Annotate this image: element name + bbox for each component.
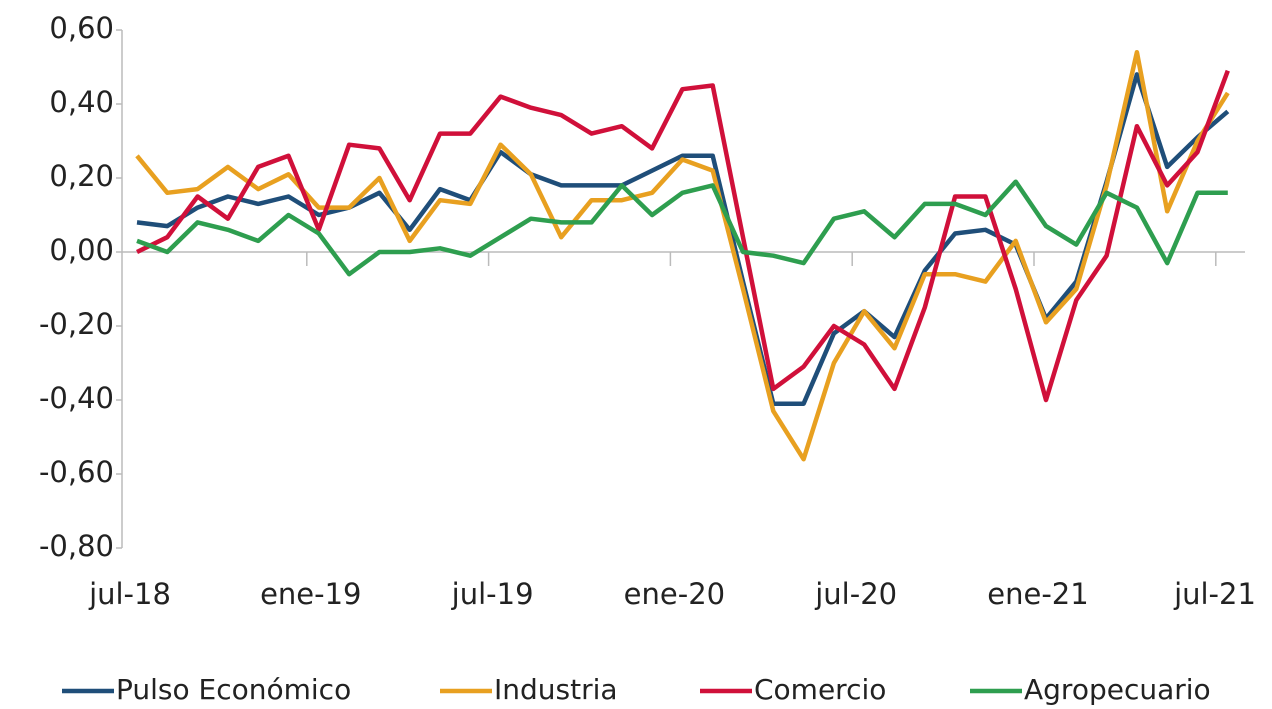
y-tick-label: 0,00 <box>49 233 114 267</box>
x-tick-label: ene-21 <box>987 577 1088 611</box>
x-tick-label: ene-20 <box>624 577 725 611</box>
legend-label: Agropecuario <box>1024 673 1211 706</box>
y-tick-label: -0,60 <box>39 455 114 489</box>
legend-label: Comercio <box>754 673 886 706</box>
x-tick-label: jul-20 <box>814 577 897 611</box>
x-tick-label: jul-18 <box>88 577 171 611</box>
y-tick-label: -0,20 <box>39 307 114 341</box>
y-tick-label: 0,20 <box>49 159 114 193</box>
y-tick-label: 0,60 <box>49 11 114 45</box>
y-tick-label: -0,80 <box>39 529 114 563</box>
x-tick-label: jul-21 <box>1173 577 1256 611</box>
x-tick-label: ene-19 <box>260 577 361 611</box>
legend-label: Pulso Económico <box>116 673 351 706</box>
y-tick-label: 0,40 <box>49 85 114 119</box>
legend-label: Industria <box>494 673 618 706</box>
series-line <box>136 179 1228 277</box>
series-line <box>135 49 1230 462</box>
series-line <box>136 69 1230 403</box>
x-tick-label: jul-19 <box>451 577 534 611</box>
y-tick-label: -0,40 <box>39 381 114 415</box>
